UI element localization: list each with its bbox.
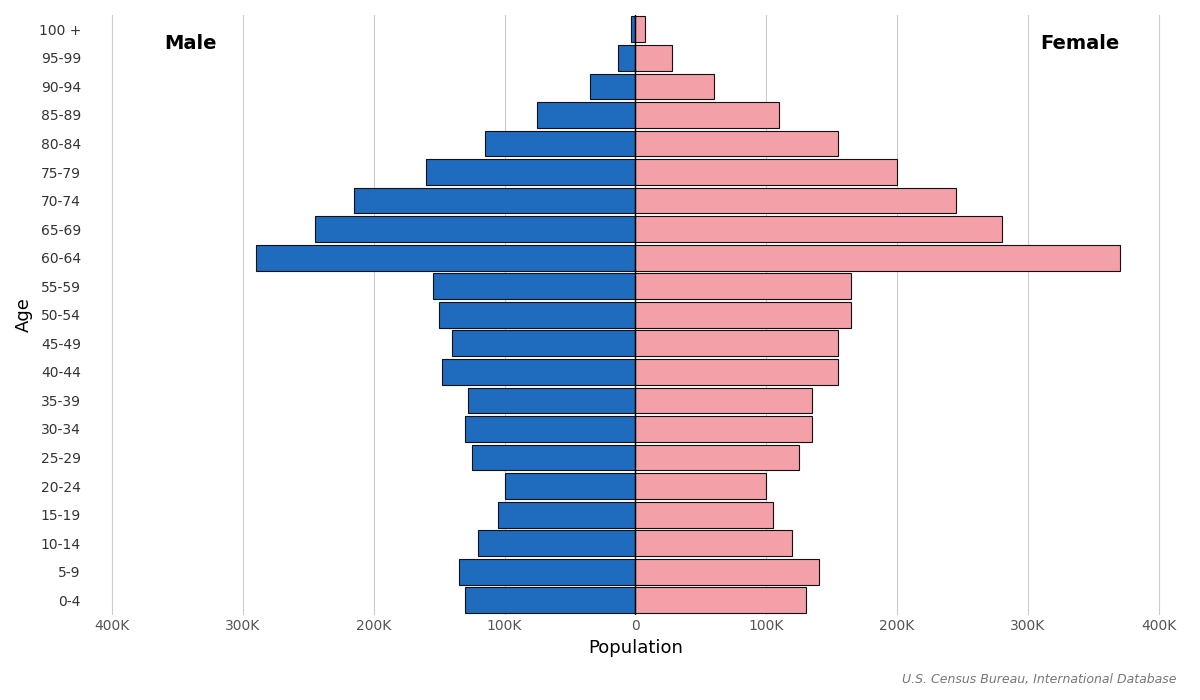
Bar xyxy=(468,388,635,413)
Bar xyxy=(354,188,635,214)
Y-axis label: Age: Age xyxy=(14,298,32,332)
Bar xyxy=(466,587,635,613)
Bar xyxy=(426,159,635,185)
Bar xyxy=(635,216,1002,242)
Bar xyxy=(631,16,635,42)
Bar xyxy=(635,444,799,470)
Bar xyxy=(466,416,635,442)
Bar xyxy=(635,531,792,556)
Bar xyxy=(635,274,851,299)
Bar xyxy=(635,45,672,71)
Bar xyxy=(504,473,635,499)
Bar xyxy=(635,102,779,128)
Bar xyxy=(635,159,898,185)
Bar xyxy=(479,531,635,556)
Bar xyxy=(439,302,635,328)
Text: Female: Female xyxy=(1040,34,1120,53)
Bar xyxy=(538,102,635,128)
Bar xyxy=(635,359,839,385)
Bar xyxy=(635,473,767,499)
Bar xyxy=(635,16,644,42)
Bar xyxy=(635,131,839,156)
X-axis label: Population: Population xyxy=(588,639,683,657)
Bar xyxy=(498,502,635,528)
Bar xyxy=(472,444,635,470)
Bar xyxy=(458,559,635,584)
Bar xyxy=(635,416,812,442)
Bar xyxy=(314,216,635,242)
Text: U.S. Census Bureau, International Database: U.S. Census Bureau, International Databa… xyxy=(901,673,1176,686)
Bar xyxy=(589,74,635,99)
Bar xyxy=(618,45,635,71)
Bar xyxy=(635,559,818,584)
Text: Male: Male xyxy=(164,34,217,53)
Bar xyxy=(452,330,635,356)
Bar xyxy=(635,245,1120,270)
Bar xyxy=(432,274,635,299)
Bar xyxy=(635,388,812,413)
Bar xyxy=(635,74,714,99)
Bar xyxy=(485,131,635,156)
Bar xyxy=(635,587,805,613)
Bar xyxy=(635,330,839,356)
Bar xyxy=(442,359,635,385)
Bar xyxy=(635,188,956,214)
Bar xyxy=(635,302,851,328)
Bar xyxy=(635,502,773,528)
Bar xyxy=(256,245,635,270)
